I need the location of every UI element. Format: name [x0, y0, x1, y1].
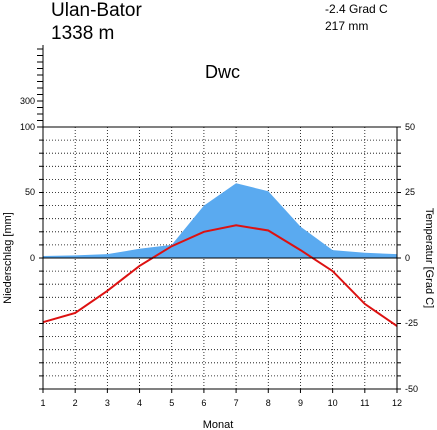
x-tick-label: 8 [266, 398, 271, 408]
x-tick-label: 2 [73, 398, 78, 408]
edge-ticks [39, 126, 401, 393]
right-tick-label-minus-25: -25 [405, 318, 418, 328]
plot-grid [43, 127, 397, 389]
x-tick-label: 12 [392, 398, 402, 408]
x-axis-title: Monat [203, 419, 234, 430]
x-tick-label: 6 [201, 398, 206, 408]
right-tick-label-0: 0 [405, 253, 410, 263]
right-tick-label-25: 25 [405, 187, 415, 197]
x-tick-label: 1 [40, 398, 45, 408]
climate-class: Dwc [205, 62, 240, 82]
left-axis-title: Niederschlag [mm] [2, 212, 14, 304]
right-tick-label-minus-50: -50 [405, 384, 418, 394]
station-elevation: 1338 m [51, 23, 114, 44]
x-tick-label: 9 [298, 398, 303, 408]
x-tick-label: 7 [234, 398, 239, 408]
precipitation-area [43, 183, 397, 258]
right-tick-label-50: 50 [405, 122, 415, 132]
x-tick-label: 10 [328, 398, 338, 408]
upper-tick-label-300: 300 [20, 96, 35, 106]
station-name: Ulan-Bator [51, 0, 142, 21]
x-tick-labels: 1 2 3 4 5 6 7 8 9 10 11 12 [40, 398, 402, 408]
right-axis-title: Temperatur [Grad C] [423, 208, 435, 308]
x-tick-label: 4 [137, 398, 142, 408]
left-tick-label-100: 100 [20, 122, 35, 132]
temperature-line [42, 224, 398, 327]
mean-temperature: -2.4 Grad C [325, 2, 388, 16]
x-tick-label: 5 [169, 398, 174, 408]
annual-precipitation: 217 mm [325, 19, 368, 33]
left-tick-label-0: 0 [30, 253, 35, 263]
x-tick-label: 11 [360, 398, 369, 408]
x-tick-label: 3 [105, 398, 110, 408]
upper-scale-ticks [37, 48, 43, 128]
left-tick-label-50: 50 [25, 187, 35, 197]
